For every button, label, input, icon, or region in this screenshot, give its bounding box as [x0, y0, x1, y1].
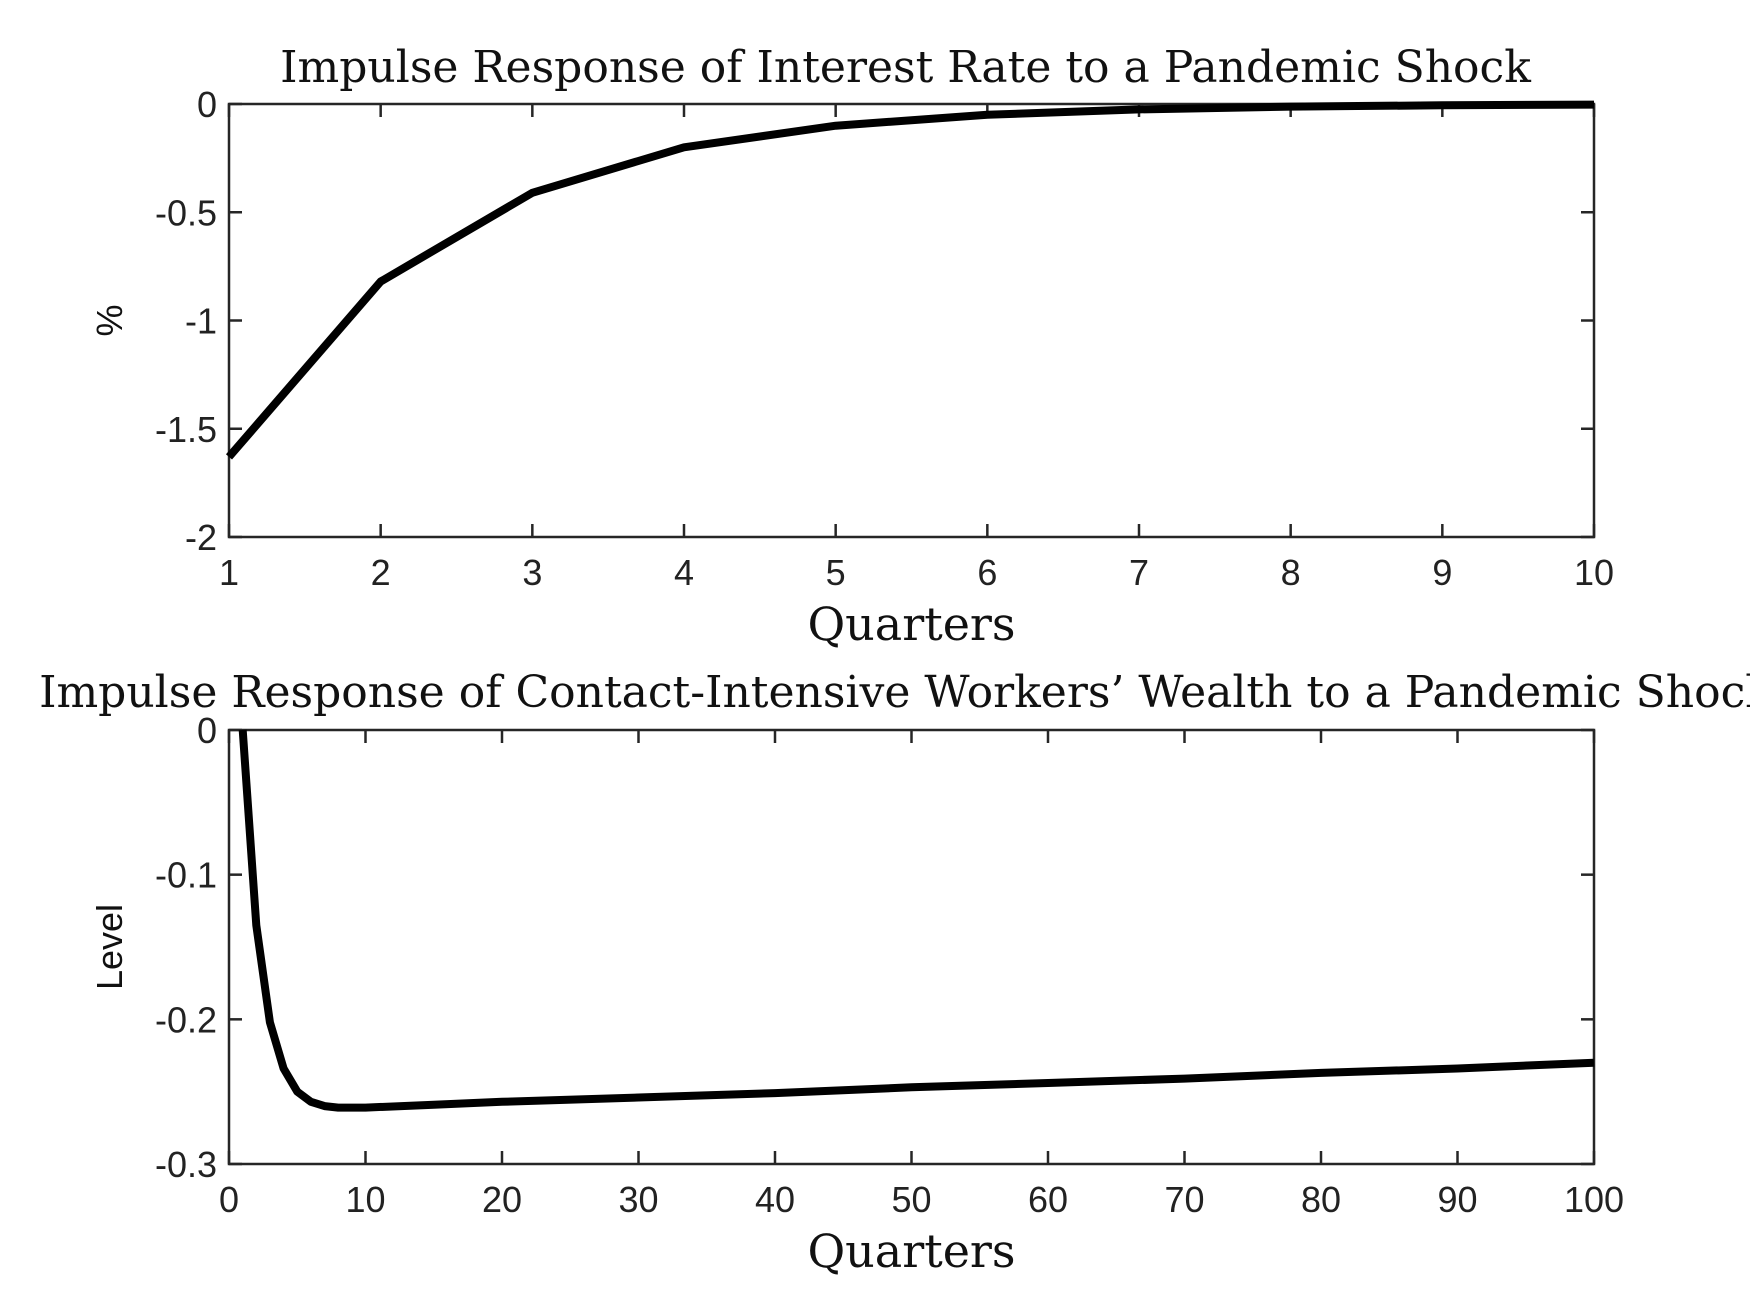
interest-rate-y-tick-label: -1.5: [155, 409, 217, 450]
wealth-ticks: 0 10 20 30 40 50 60 70 80 90 100 -0.3 -0.2 -0.1 0: [155, 710, 1624, 1220]
wealth-x-tick-label: 70: [1164, 1179, 1204, 1220]
interest-rate-x-tick-label: 4: [674, 552, 694, 593]
wealth-response-line: [238, 729, 1595, 1112]
wealth-x-tick-label: 40: [755, 1179, 795, 1220]
wealth-panel: Impulse Response of Contact-Intensive Wo…: [39, 667, 1750, 1278]
wealth-x-axis-label: Quarters: [807, 1224, 1015, 1278]
wealth-x-tick-label: 80: [1301, 1179, 1341, 1220]
wealth-x-tick-label: 30: [618, 1179, 658, 1220]
interest-rate-x-tick-label: 6: [977, 552, 997, 593]
interest-rate-x-tick-label: 5: [826, 552, 846, 593]
wealth-y-tick-label: -0.1: [155, 855, 217, 896]
interest-rate-x-tick-label: 3: [522, 552, 542, 593]
interest-rate-ticks: 1 2 3 4 5 6 7 8 9 10 -2 -1.5 -1 -0.5 0: [155, 84, 1614, 593]
interest-rate-x-axis-label: Quarters: [807, 597, 1015, 651]
wealth-x-tick-label: 0: [219, 1179, 239, 1220]
interest-rate-chart-title: Impulse Response of Interest Rate to a P…: [280, 42, 1531, 93]
wealth-y-tick-label: -0.2: [155, 999, 217, 1040]
interest-rate-x-tick-label: 8: [1281, 552, 1301, 593]
wealth-y-tick-label: -0.3: [155, 1144, 217, 1185]
wealth-x-tick-label: 90: [1437, 1179, 1477, 1220]
interest-rate-y-axis-label: %: [89, 304, 130, 336]
wealth-x-tick-label: 50: [891, 1179, 931, 1220]
wealth-x-tick-label: 20: [482, 1179, 522, 1220]
wealth-x-tick-label: 10: [345, 1179, 385, 1220]
wealth-x-tick-label: 100: [1564, 1179, 1624, 1220]
interest-rate-x-tick-label: 1: [219, 552, 239, 593]
interest-rate-y-tick-label: -2: [185, 517, 217, 558]
interest-rate-x-tick-label: 2: [371, 552, 391, 593]
interest-rate-response-line: [225, 100, 1595, 460]
interest-rate-x-tick-label: 9: [1432, 552, 1452, 593]
wealth-chart-title: Impulse Response of Contact-Intensive Wo…: [39, 667, 1750, 718]
interest-rate-y-tick-label: -0.5: [155, 192, 217, 233]
wealth-x-tick-label: 60: [1028, 1179, 1068, 1220]
wealth-y-axis-label: Level: [89, 904, 130, 990]
wealth-y-tick-label: 0: [197, 710, 217, 751]
interest-rate-y-tick-label: -1: [185, 301, 217, 342]
interest-rate-x-tick-label: 7: [1129, 552, 1149, 593]
interest-rate-y-tick-label: 0: [197, 84, 217, 125]
interest-rate-x-tick-label: 10: [1574, 552, 1614, 593]
interest-rate-panel: Impulse Response of Interest Rate to a P…: [89, 42, 1614, 651]
